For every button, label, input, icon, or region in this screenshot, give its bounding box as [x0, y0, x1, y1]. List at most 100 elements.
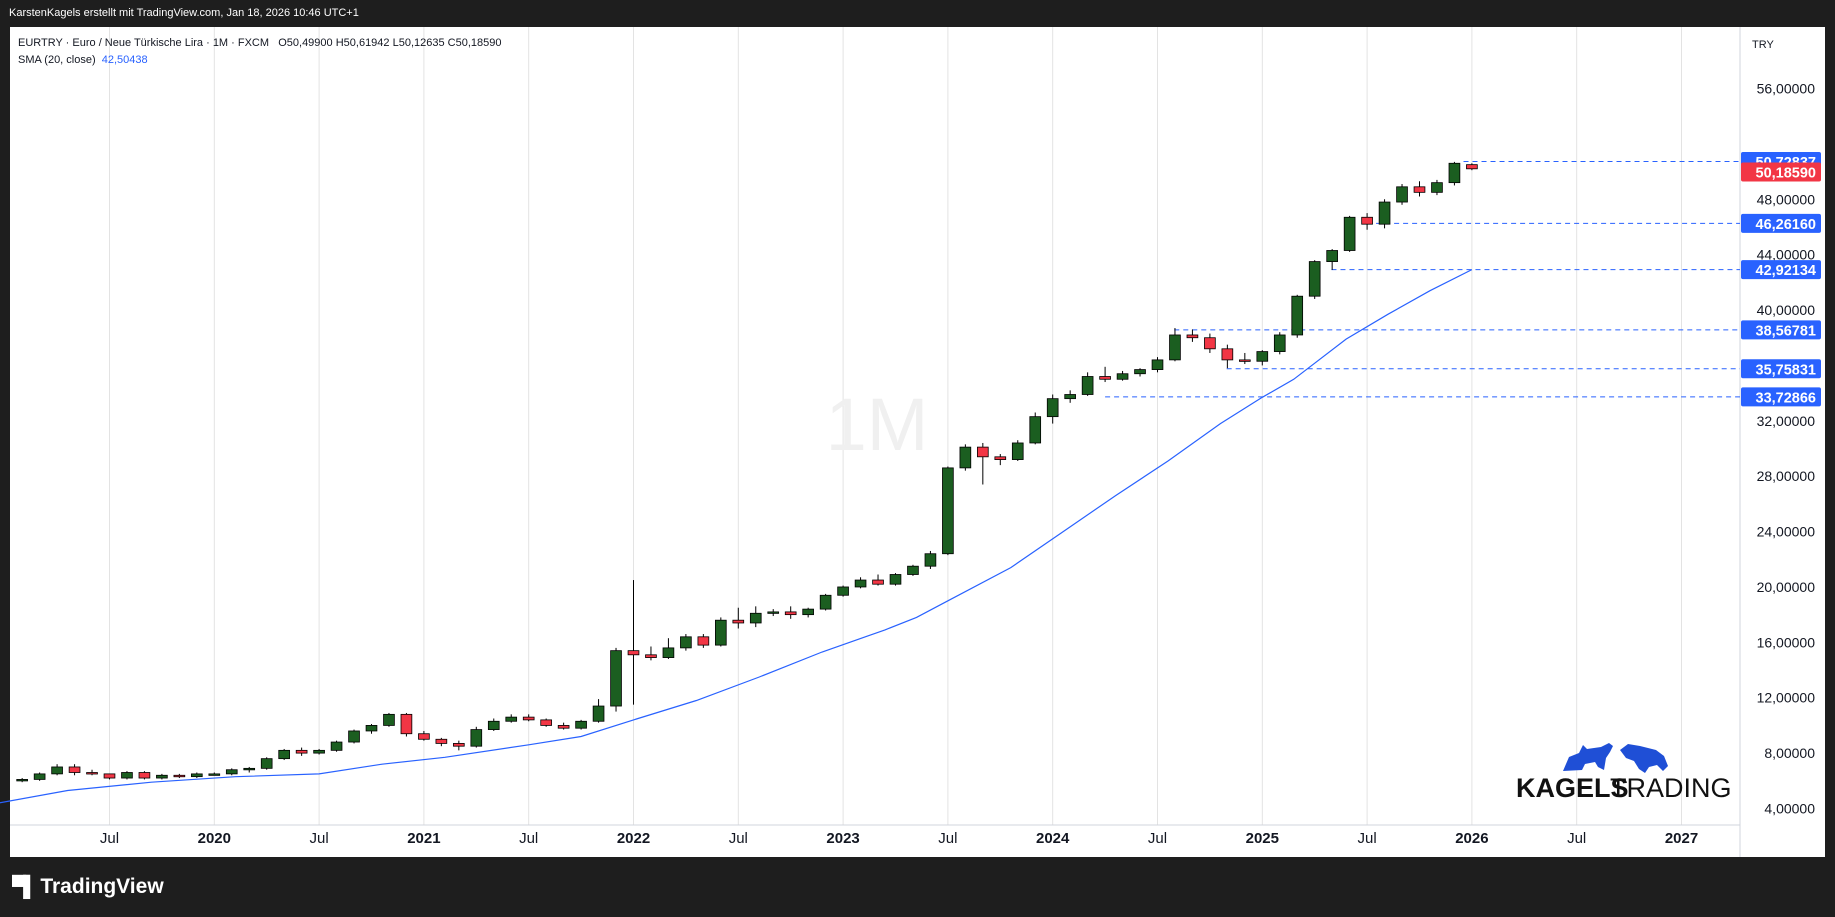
candle-body	[662, 647, 675, 658]
candle-body	[121, 772, 133, 779]
time-axis-tick-label: 2025	[1246, 830, 1279, 847]
candle-body	[1291, 295, 1304, 336]
candle-body	[1099, 376, 1111, 380]
kagels-trading-logo	[1563, 743, 1668, 773]
candle-body	[942, 467, 954, 555]
candle-body	[1239, 359, 1251, 362]
candle-body	[854, 579, 867, 588]
tradingview-logo-text: TradingView	[40, 875, 164, 898]
time-axis-tick-label: Jul	[1567, 830, 1586, 847]
brand-name-sub: TRADING	[1610, 773, 1732, 803]
candle-body	[1151, 359, 1164, 370]
time-axis-tick-label: 2022	[617, 830, 650, 847]
legend-sma-label: SMA (20, close)	[18, 54, 96, 66]
price-label-box	[1741, 359, 1821, 379]
candle-body	[383, 713, 395, 726]
chart-panel[interactable]	[10, 27, 1825, 857]
price-axis-tick-label: 28,00000	[1757, 468, 1816, 484]
candle-body	[1396, 186, 1408, 203]
candle-body	[487, 720, 500, 730]
candle-body	[749, 612, 762, 624]
legend-symbol: EURTRY · Euro / Neue Türkische Lira · 1M…	[18, 37, 270, 49]
price-axis-tick-label: 48,00000	[1757, 191, 1816, 207]
candle-body	[994, 456, 1007, 460]
candle-body	[260, 758, 273, 769]
bear-icon	[1620, 744, 1668, 773]
candle-body	[784, 611, 797, 616]
price-label-box	[1741, 387, 1821, 407]
candle-body	[278, 749, 290, 760]
price-label-text: 46,26160	[1756, 217, 1816, 233]
chart-caption-bar: KarstenKagels erstellt mit TradingView.c…	[0, 0, 1835, 27]
price-axis-tick-label: 20,00000	[1757, 579, 1816, 595]
candle-body	[1081, 376, 1094, 395]
time-axis-tick-label: Jul	[729, 830, 748, 847]
chart-caption: KarstenKagels erstellt mit TradingView.c…	[9, 7, 359, 19]
price-label-box	[1741, 260, 1821, 280]
candle-body	[557, 725, 570, 729]
time-axis-tick-label: 2027	[1665, 830, 1698, 847]
candle-body	[435, 738, 448, 744]
candle-body	[86, 772, 98, 775]
bull-icon	[1563, 743, 1613, 771]
candle-body	[1413, 186, 1426, 193]
candle-body	[907, 565, 919, 575]
candle-body	[837, 586, 849, 596]
price-label-text: 38,56781	[1756, 323, 1816, 339]
candle-body	[522, 716, 535, 721]
candle-body	[208, 773, 221, 776]
time-axis-tick-label: 2021	[407, 830, 440, 847]
candle-body	[33, 773, 46, 780]
time-axis-tick-label: 2024	[1036, 830, 1070, 847]
time-axis-tick-label: 2026	[1455, 830, 1488, 847]
candle-body	[540, 719, 552, 726]
legend-symbol-row: EURTRY · Euro / Neue Türkische Lira · 1M…	[18, 35, 501, 52]
candle-body	[697, 636, 710, 646]
candle-body	[819, 594, 832, 610]
price-axis-tick-label: 8,00000	[1764, 745, 1815, 761]
candle-body	[872, 579, 884, 585]
candle-body	[959, 446, 972, 469]
candle-body	[1343, 216, 1356, 251]
candle-body	[156, 774, 168, 779]
candle-body	[1378, 201, 1391, 225]
price-label-box	[1741, 320, 1821, 340]
last-price-label-text: 50,18590	[1756, 166, 1816, 182]
candle-body	[400, 713, 413, 735]
price-axis-tick-label: 4,00000	[1764, 801, 1815, 817]
candle-body	[1431, 182, 1443, 193]
chart-legend: EURTRY · Euro / Neue Türkische Lira · 1M…	[18, 35, 501, 69]
candle-body	[225, 769, 238, 775]
candle-body	[627, 650, 640, 656]
candle-body	[348, 730, 360, 743]
candle-body	[1116, 373, 1129, 380]
price-axis-currency: TRY	[1752, 39, 1774, 51]
candle-body	[51, 766, 63, 775]
candle-body	[1064, 394, 1076, 400]
candle-body	[1361, 216, 1373, 225]
price-label-text: 33,72866	[1756, 390, 1816, 406]
price-label-box	[1741, 213, 1821, 233]
time-axis-tick-label: Jul	[310, 830, 329, 847]
candle-body	[1308, 261, 1321, 297]
candle-body	[191, 773, 203, 778]
legend-ohlc: O50,49900 H50,61942 L50,12635 C50,18590	[278, 37, 502, 49]
price-axis-tick-label: 32,00000	[1757, 413, 1816, 429]
price-axis-tick-label: 40,00000	[1757, 302, 1816, 318]
candle-body	[330, 741, 343, 751]
candle-body	[767, 611, 780, 614]
candle-body	[645, 654, 657, 658]
candle-body	[977, 446, 989, 458]
candle-body	[313, 749, 325, 754]
candle-body	[68, 766, 81, 773]
time-axis-tick-label: Jul	[100, 830, 119, 847]
candle-body	[1326, 250, 1338, 262]
legend-sma-row: SMA (20, close) 42,50438	[18, 52, 501, 69]
interval-watermark: 1M	[826, 383, 929, 466]
candle-body	[1169, 334, 1181, 361]
candle-body	[243, 767, 256, 771]
tradingview-logo[interactable]: ▀▌ TradingView	[12, 875, 164, 899]
time-axis-tick-label: Jul	[1148, 830, 1167, 847]
candle-body	[470, 729, 483, 747]
